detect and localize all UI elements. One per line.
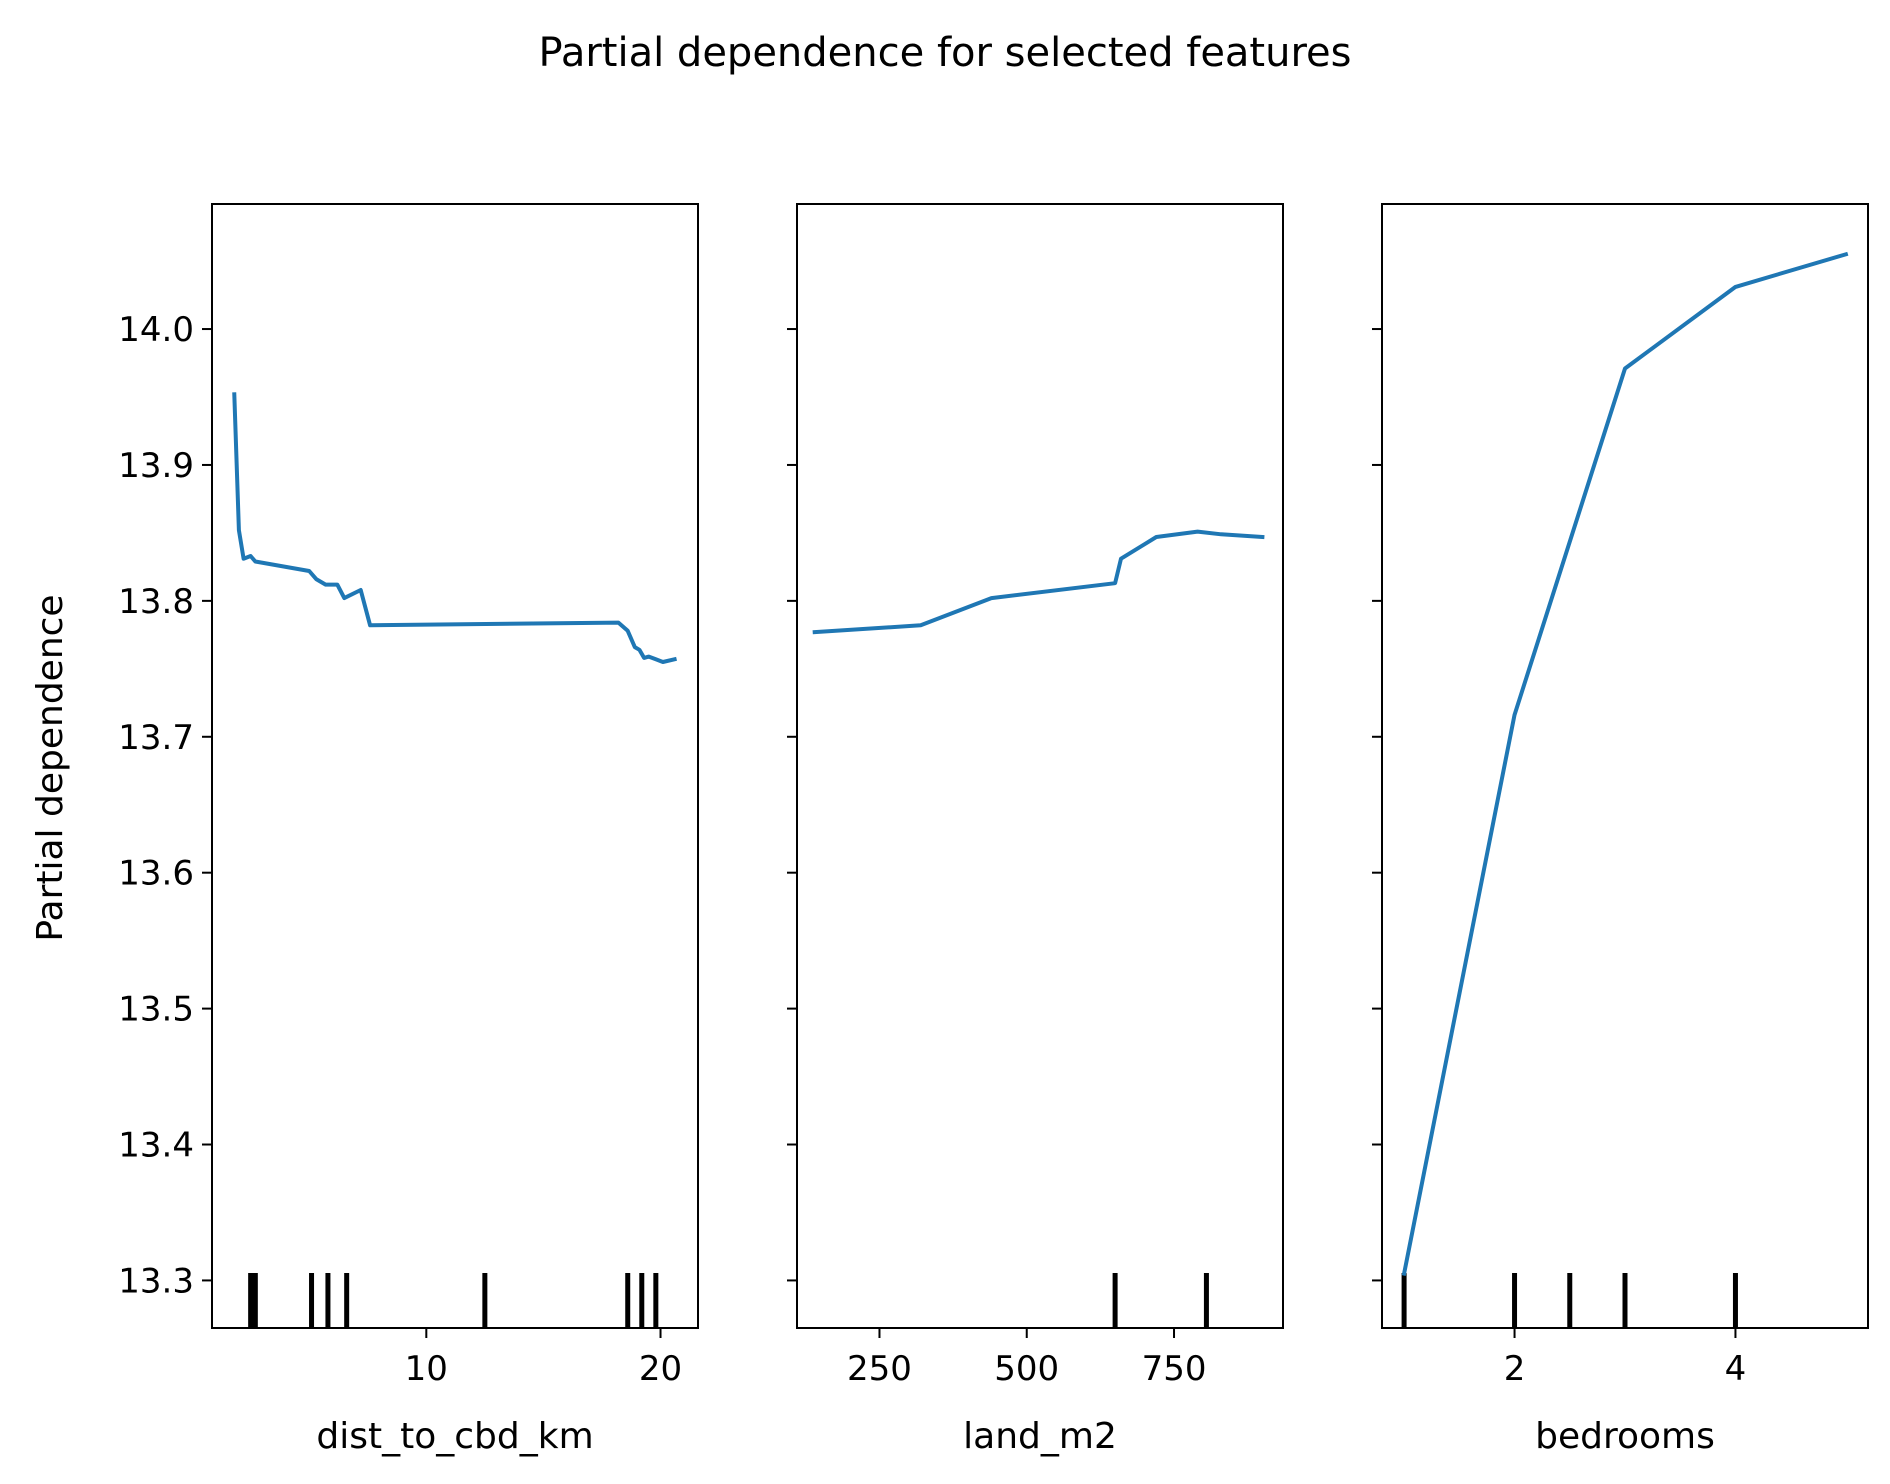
x-tick-label: 250 — [847, 1349, 912, 1389]
y-tick-label: 13.7 — [118, 718, 194, 758]
y-tick-label: 13.9 — [118, 446, 194, 486]
y-tick-label: 13.5 — [118, 990, 194, 1030]
x-tick-label: 2 — [1504, 1349, 1526, 1389]
x-tick-label: 10 — [405, 1349, 448, 1389]
x-axis-label: bedrooms — [1535, 1416, 1715, 1457]
panel-1: 13.3 13.4 13.5 13.6 13.7 13.8 13.9 14.0 10 20 dist… — [118, 203, 699, 1457]
y-tick-label: 13.3 — [118, 1261, 194, 1301]
x-tick-label: 4 — [1725, 1349, 1747, 1389]
axes-frame — [1381, 203, 1869, 1329]
x-axis-label: land_m2 — [963, 1416, 1117, 1457]
pd-line — [1401, 251, 1849, 1276]
x-tick-label: 750 — [1142, 1349, 1207, 1389]
panel-2: 250 500 750 land_m2 — [787, 203, 1284, 1457]
y-tick-label: 13.6 — [118, 854, 194, 894]
pd-line — [232, 392, 677, 664]
x-tick-label: 20 — [639, 1349, 682, 1389]
y-tick-label: 13.8 — [118, 582, 194, 622]
figure-title: Partial dependence for selected features — [539, 30, 1352, 76]
panels-group: 13.3 13.4 13.5 13.6 13.7 13.8 13.9 14.0 10 20 dist… — [118, 203, 1869, 1457]
axes-frame — [796, 203, 1284, 1329]
y-tick-label: 13.4 — [118, 1126, 194, 1166]
pd-line — [812, 529, 1265, 635]
axes-frame — [211, 203, 699, 1329]
x-axis-label: dist_to_cbd_km — [316, 1416, 593, 1457]
y-axis-label: Partial dependence — [30, 594, 71, 941]
x-tick-label: 500 — [994, 1349, 1059, 1389]
y-tick-label: 14.0 — [118, 310, 194, 350]
